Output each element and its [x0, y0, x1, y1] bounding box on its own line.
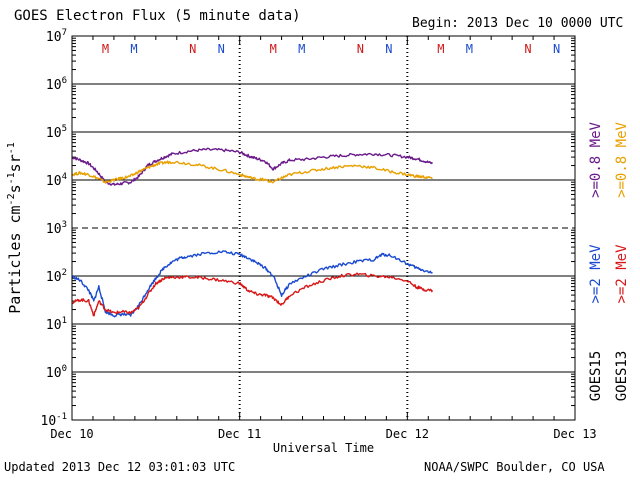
x-tick-label: Dec 11 [218, 427, 261, 441]
series-line [71, 272, 434, 317]
mn-marker: M [102, 42, 109, 56]
x-tick-label: Dec 10 [50, 427, 93, 441]
mn-marker: M [437, 42, 444, 56]
y-tick-label: 104 [46, 172, 67, 189]
x-tick-label: Dec 13 [553, 427, 596, 441]
y-axis-label: Particles cm-2s-1sr-1 [6, 142, 24, 314]
series-line [71, 160, 433, 184]
mn-marker: M [270, 42, 277, 56]
x-axis-label: Universal Time [273, 441, 374, 455]
series-line [71, 147, 434, 186]
mn-marker: M [298, 42, 305, 56]
mn-marker: N [357, 42, 364, 56]
y-tick-label: 101 [46, 316, 67, 333]
y-label-part: sr [6, 154, 24, 172]
chart-title: GOES Electron Flux (5 minute data) [14, 8, 301, 24]
y-label-exp: -1 [6, 142, 17, 154]
y-tick-base: 10 [46, 126, 62, 141]
y-tick-exponent: 5 [62, 124, 67, 134]
y-tick-exponent: 2 [62, 268, 67, 278]
begin-label: Begin: 2013 Dec 10 0000 UTC [412, 16, 624, 31]
plot-frame [71, 35, 576, 421]
legend-entry: >=2 MeV [588, 244, 604, 304]
y-tick-label: 106 [46, 76, 67, 93]
y-tick-label: 100 [46, 364, 67, 381]
mn-marker: N [524, 42, 531, 56]
y-label-part: Particles cm [6, 205, 24, 313]
y-tick-exponent: -1 [56, 412, 67, 422]
y-tick-exponent: 1 [62, 316, 67, 326]
y-tick-base: 10 [46, 270, 62, 285]
y-tick-label: 102 [46, 268, 67, 285]
y-tick-base: 10 [46, 318, 62, 333]
y-tick-base: 10 [46, 78, 62, 93]
updated-timestamp: Updated 2013 Dec 12 03:01:03 UTC [4, 460, 236, 474]
y-tick-label: 103 [46, 220, 67, 237]
series-line [71, 250, 433, 318]
legend-entry: >=0.8 MeV [588, 122, 604, 198]
mn-marker: M [466, 42, 473, 56]
mn-marker: M [130, 42, 137, 56]
series-lines [71, 147, 434, 318]
mn-marker: N [553, 42, 560, 56]
y-label-part: s [6, 184, 24, 193]
x-tick-labels: Dec 10 Dec 11 Dec 12 Dec 13 [50, 427, 596, 441]
y-label-exp: -2 [6, 193, 17, 205]
y-tick-label: 105 [46, 124, 67, 141]
legend-entry: >=0.8 MeV [614, 122, 630, 198]
grid-lines [71, 36, 576, 420]
y-tick-exponent: 0 [62, 364, 67, 374]
y-tick-exponent: 3 [62, 220, 67, 230]
legend-entry: >=2 MeV [614, 244, 630, 304]
y-tick-base: 10 [46, 222, 62, 237]
y-tick-exponent: 7 [62, 28, 67, 38]
y-label-exp: -1 [6, 172, 17, 184]
legend-satellite: GOES13 [614, 351, 630, 402]
mn-marker: N [218, 42, 225, 56]
mn-marker: N [385, 42, 392, 56]
y-tick-base: 10 [46, 30, 62, 45]
x-tick-label: Dec 12 [386, 427, 429, 441]
credit-label: NOAA/SWPC Boulder, CO USA [424, 460, 605, 474]
svg-text:Particles cm-2s-1sr-1: Particles cm-2s-1sr-1 [6, 142, 24, 314]
y-tick-exponent: 4 [62, 172, 67, 182]
y-tick-label: 107 [46, 28, 67, 45]
y-tick-base: 10 [46, 366, 62, 381]
y-tick-base: 10 [46, 174, 62, 189]
y-tick-label: 10-1 [41, 412, 68, 429]
mn-marker: N [189, 42, 196, 56]
legend-satellite: GOES15 [588, 351, 604, 402]
y-tick-exponent: 6 [62, 76, 67, 86]
legend-right: >=0.8 MeV >=2 MeV GOES15 >=0.8 MeV >=2 MeV GO… [588, 122, 630, 402]
y-tick-base: 10 [41, 414, 57, 429]
